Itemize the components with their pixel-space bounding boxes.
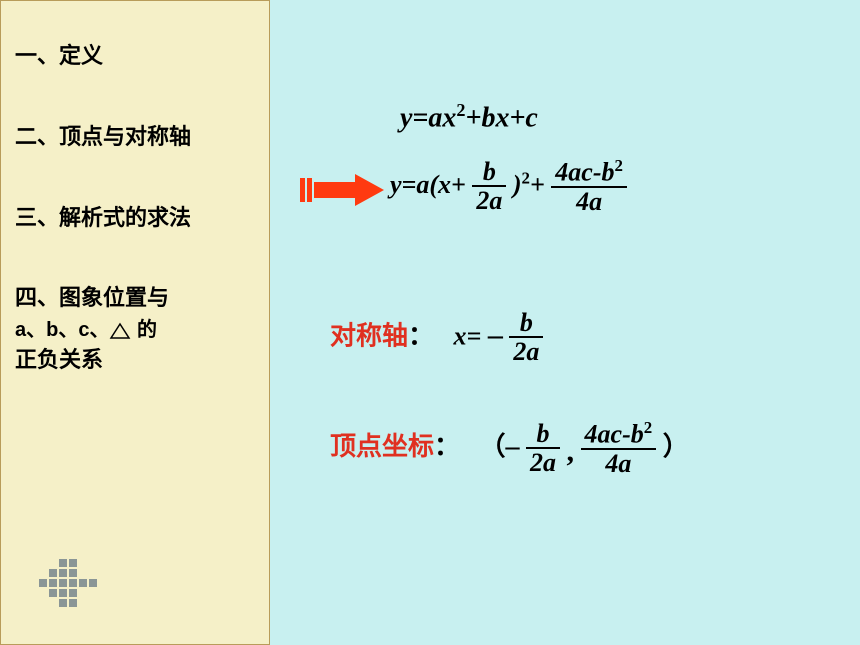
formula-vertex-form: y=a(x+ b 2a )2+ 4ac-b2 4a — [390, 158, 627, 216]
main-content: y=ax2+bx+c y=a(x+ b 2a )2+ 4ac-b2 4a 对称轴… — [270, 0, 860, 645]
fraction-b-2a: b 2a — [472, 159, 506, 216]
nav-line1: 四、图象位置与 — [15, 285, 169, 310]
vertex-coordinates: 顶点坐标： （– b 2a , 4ac-b2 4a ） — [330, 420, 689, 478]
nav-item-vertex-axis[interactable]: 二、顶点与对称轴 — [15, 122, 255, 153]
fraction-discriminant-4a: 4ac-b2 4a — [551, 158, 627, 216]
nav-item-expression[interactable]: 三、解析式的求法 — [15, 203, 255, 234]
fraction-axis: b 2a — [509, 310, 543, 367]
sidebar: 一、定义 二、顶点与对称轴 三、解析式的求法 四、图象位置与 a、b、c、 的 … — [0, 0, 270, 645]
axis-label-text: 对称轴 — [330, 321, 408, 350]
nav-line3: 正负关系 — [15, 347, 103, 372]
triangle-icon — [109, 322, 131, 340]
fraction-vertex-y: 4ac-b2 4a — [581, 420, 657, 478]
formula-standard: y=ax2+bx+c — [400, 100, 538, 134]
axis-of-symmetry: 对称轴： x= – b 2a — [330, 310, 543, 367]
vertex-label-text: 顶点坐标 — [330, 432, 434, 461]
fraction-vertex-x: b 2a — [526, 421, 560, 478]
back-arrow-icon[interactable] — [31, 559, 101, 619]
nav-item-definition[interactable]: 一、定义 — [15, 41, 255, 72]
nav-line2: a、b、c、 的 — [15, 319, 157, 341]
nav-item-sign-relation[interactable]: 四、图象位置与 a、b、c、 的 正负关系 — [15, 283, 255, 375]
arrow-right-icon — [300, 170, 385, 215]
